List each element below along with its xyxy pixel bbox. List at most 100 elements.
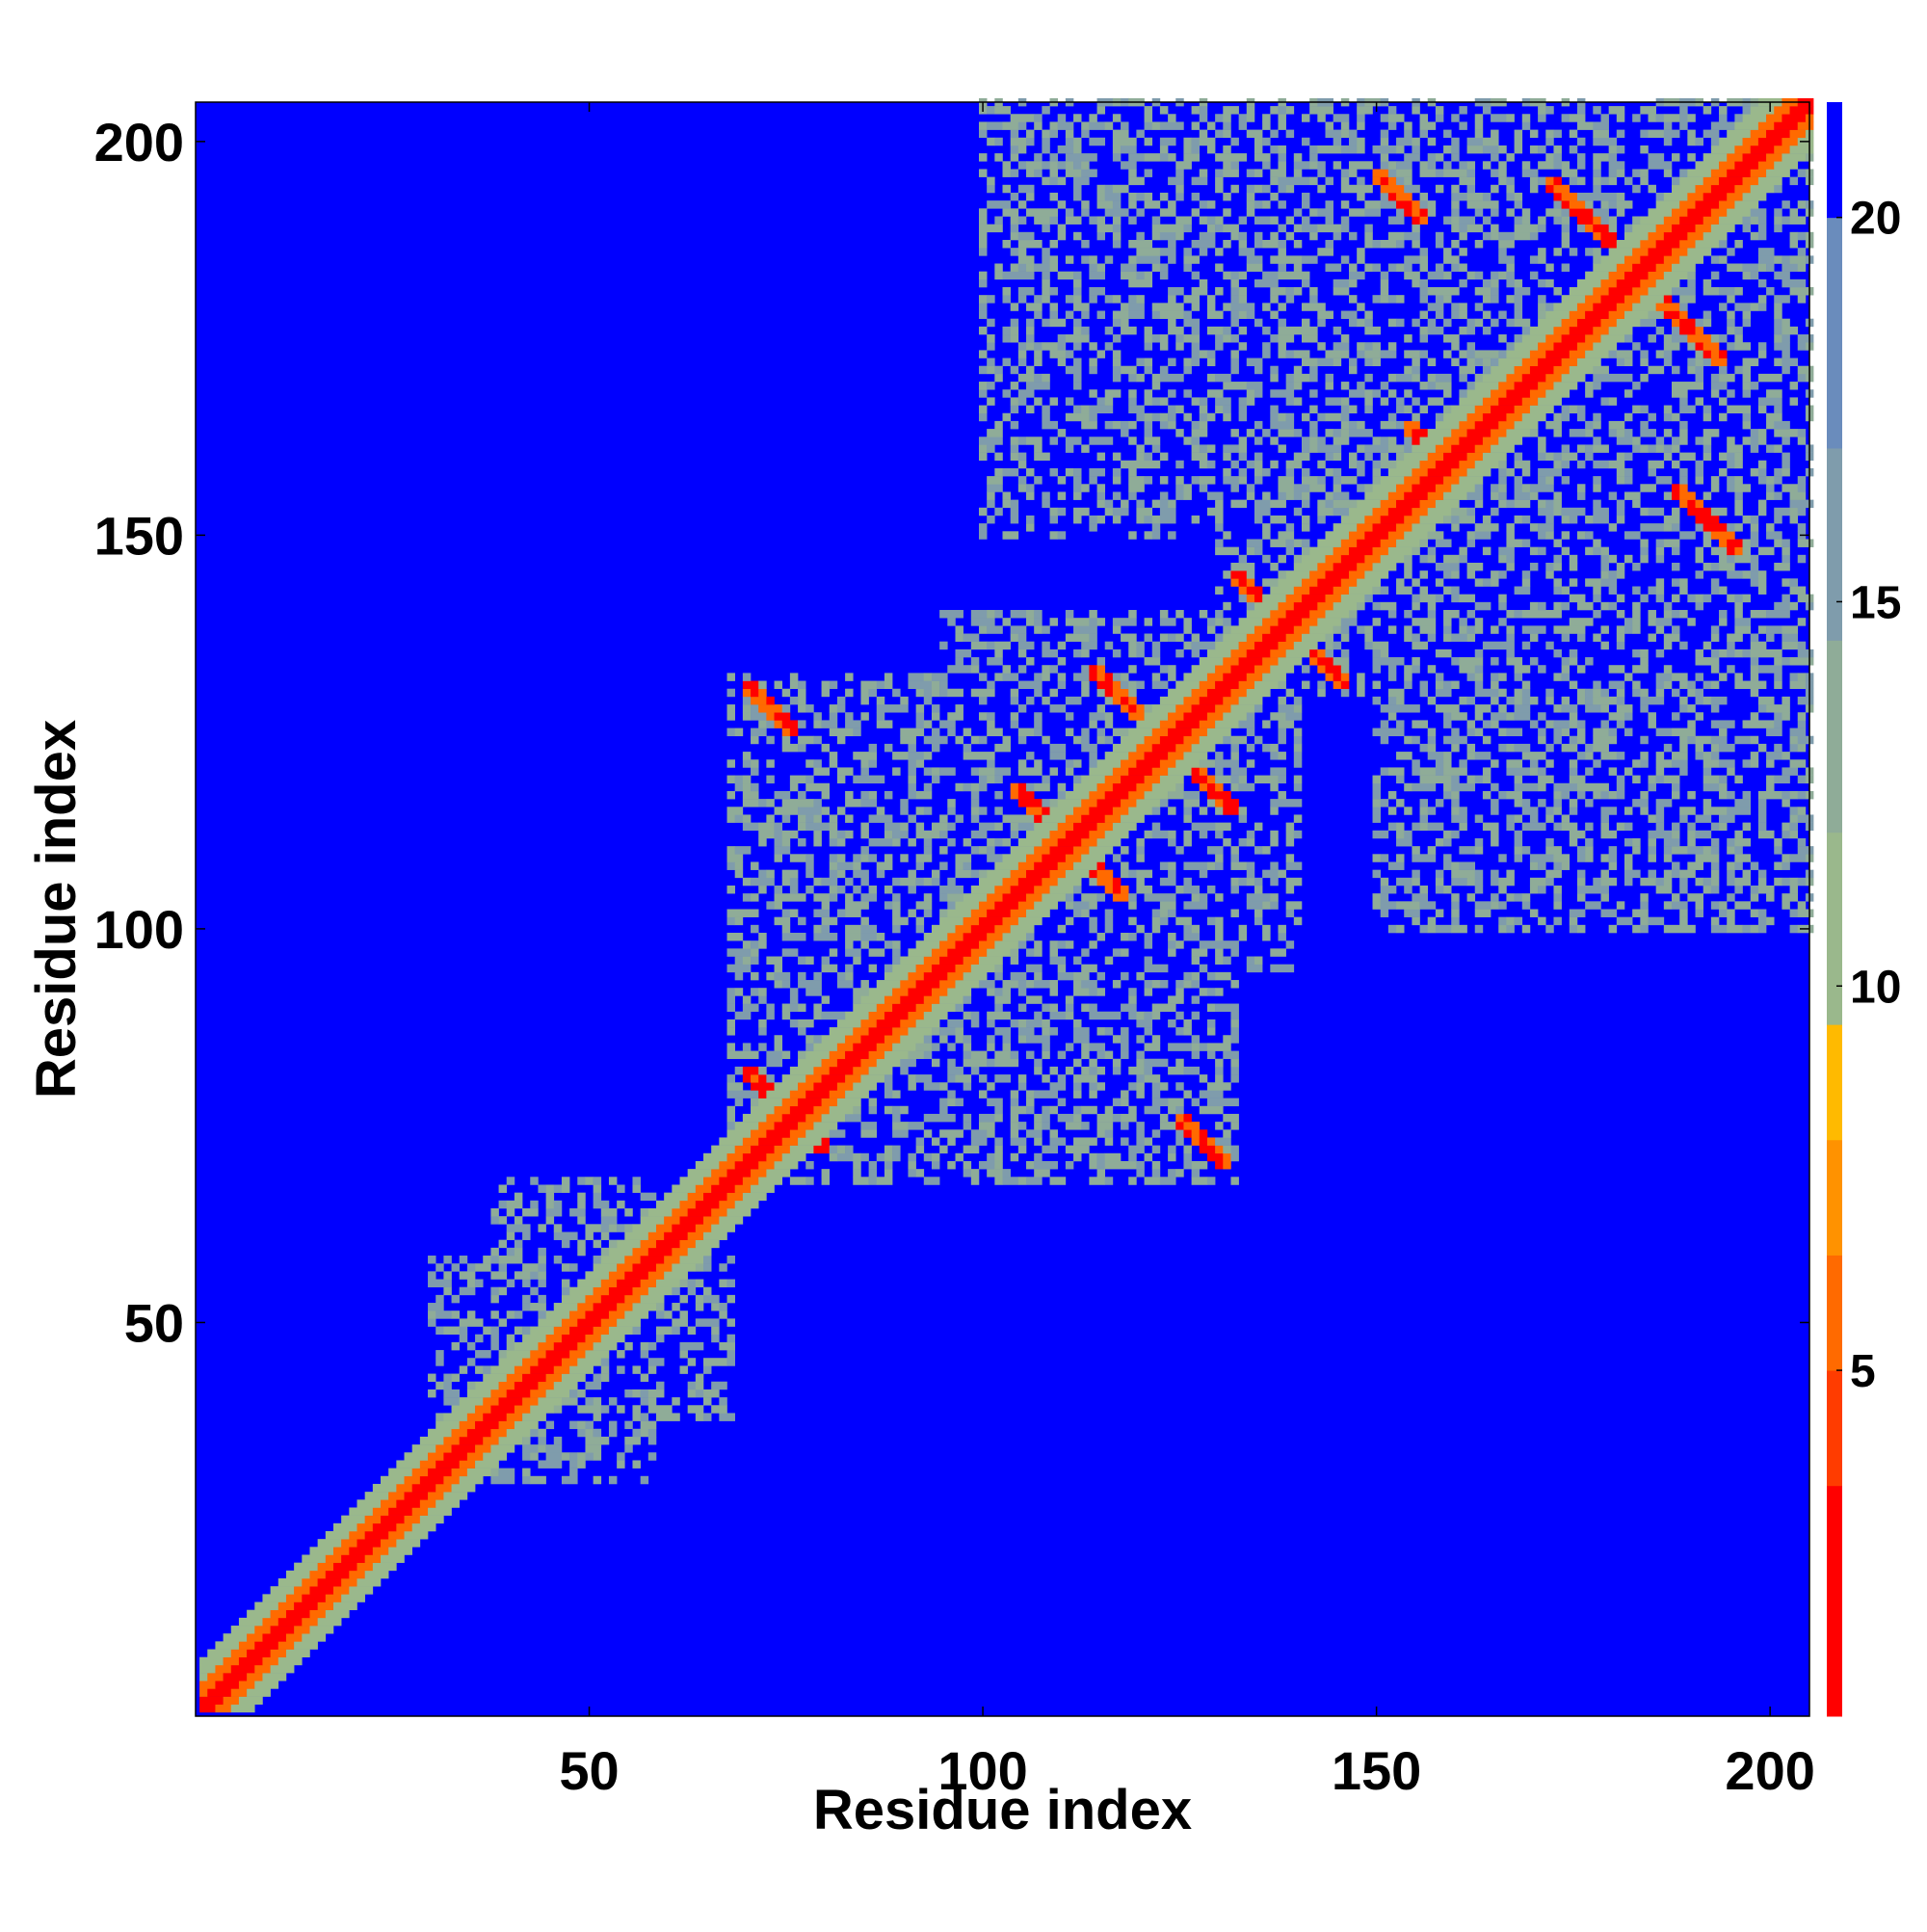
heatmap-cell [1679, 531, 1696, 540]
heatmap-cell [1183, 491, 1192, 500]
heatmap-cell [1159, 775, 1184, 784]
heatmap-cell [1301, 278, 1310, 288]
heatmap-cell [1121, 933, 1129, 941]
heatmap-cell [1789, 287, 1814, 296]
heatmap-cell [1672, 752, 1688, 760]
heatmap-cell [1317, 248, 1333, 256]
heatmap-cell [1727, 846, 1735, 855]
heatmap-cell [1254, 546, 1263, 556]
heatmap-cell [1136, 1074, 1145, 1083]
heatmap-cell [1136, 412, 1145, 422]
heatmap-cell [1404, 807, 1412, 815]
heatmap-cell [1521, 680, 1531, 690]
heatmap-cell [1703, 342, 1720, 351]
heatmap-cell [1459, 657, 1484, 666]
heatmap-cell [876, 980, 901, 989]
heatmap-cell [1782, 712, 1790, 721]
heatmap-cell [1679, 484, 1688, 492]
heatmap-cell [1608, 460, 1625, 469]
heatmap-cell [1073, 357, 1082, 367]
heatmap-cell [1757, 696, 1775, 705]
heatmap-cell [1065, 712, 1074, 721]
heatmap-cell [1017, 460, 1027, 469]
heatmap-cell [647, 1271, 665, 1280]
heatmap-cell [1191, 775, 1208, 784]
heatmap-cell [1774, 775, 1790, 784]
heatmap-cell [703, 1413, 712, 1421]
heatmap-cell [884, 854, 893, 862]
heatmap-cell [349, 1586, 374, 1595]
heatmap-cell [436, 1420, 461, 1430]
heatmap-cell [742, 759, 752, 768]
heatmap-cell [664, 1231, 688, 1240]
heatmap-cell [1451, 916, 1460, 926]
heatmap-cell [1285, 546, 1295, 556]
heatmap-cell [506, 1247, 515, 1257]
heatmap-cell [1309, 429, 1318, 437]
heatmap-cell [774, 1082, 799, 1091]
heatmap-cell [1797, 901, 1807, 910]
heatmap-cell [1474, 712, 1484, 721]
heatmap-cell [1057, 822, 1074, 832]
heatmap-cell [1474, 578, 1484, 587]
heatmap-cell [1159, 909, 1169, 917]
heatmap-cell [1191, 303, 1201, 311]
heatmap-cell [522, 1373, 546, 1383]
heatmap-cell [1443, 782, 1452, 792]
heatmap-cell [1640, 373, 1649, 383]
heatmap-cell [1443, 437, 1460, 445]
heatmap-cell [1081, 1003, 1090, 1013]
heatmap-cell [1333, 601, 1358, 611]
heatmap-cell [1372, 263, 1381, 272]
heatmap-cell [923, 893, 933, 902]
heatmap-cell [845, 909, 861, 917]
heatmap-cell [1017, 648, 1027, 658]
heatmap-cell [1293, 601, 1318, 611]
heatmap-cell [1797, 484, 1807, 492]
heatmap-cell [1672, 861, 1680, 870]
heatmap-cell [687, 1326, 697, 1336]
heatmap-cell [1159, 476, 1169, 485]
heatmap-cell [1121, 1098, 1129, 1107]
heatmap-cell [1230, 303, 1255, 311]
heatmap-cell [1017, 1074, 1027, 1083]
heatmap-cell [1451, 523, 1460, 532]
heatmap-cell [1017, 231, 1035, 241]
heatmap-cell [498, 1263, 508, 1272]
heatmap-cell [1168, 1152, 1176, 1162]
heatmap-cell [1089, 720, 1097, 728]
heatmap-cell [1482, 767, 1491, 776]
heatmap-cell [1585, 444, 1594, 453]
heatmap-cell [1703, 444, 1712, 453]
heatmap-cell [1412, 546, 1420, 556]
heatmap-cell [1538, 278, 1546, 288]
heatmap-cell [1672, 712, 1680, 721]
heatmap-cell [617, 1303, 633, 1311]
heatmap-cell [994, 743, 1011, 753]
heatmap-cell [947, 618, 956, 626]
heatmap-cell [1427, 467, 1452, 477]
heatmap-cell [774, 916, 791, 926]
heatmap-cell [1396, 397, 1405, 406]
heatmap-cell [1766, 893, 1775, 902]
heatmap-cell [1466, 326, 1476, 335]
heatmap-cell [1246, 601, 1255, 611]
heatmap-cell [1065, 1011, 1074, 1020]
heatmap-cell [853, 1160, 861, 1170]
heatmap-cell [1199, 696, 1224, 705]
heatmap-cell [506, 1428, 531, 1438]
heatmap-cell [1246, 539, 1263, 547]
heatmap-cell [1034, 728, 1043, 737]
heatmap-cell [726, 1152, 744, 1162]
heatmap-cell [1757, 807, 1767, 815]
heatmap-cell [1357, 467, 1365, 477]
heatmap-cell [1010, 610, 1027, 619]
heatmap-cell [947, 901, 956, 910]
heatmap-cell [876, 680, 885, 690]
heatmap-cell [1404, 562, 1412, 571]
heatmap-cell [1482, 775, 1491, 784]
heatmap-cell [1427, 610, 1437, 619]
heatmap-cell [1121, 1050, 1129, 1060]
heatmap-cell [1121, 263, 1137, 272]
heatmap-cell [1215, 720, 1239, 728]
